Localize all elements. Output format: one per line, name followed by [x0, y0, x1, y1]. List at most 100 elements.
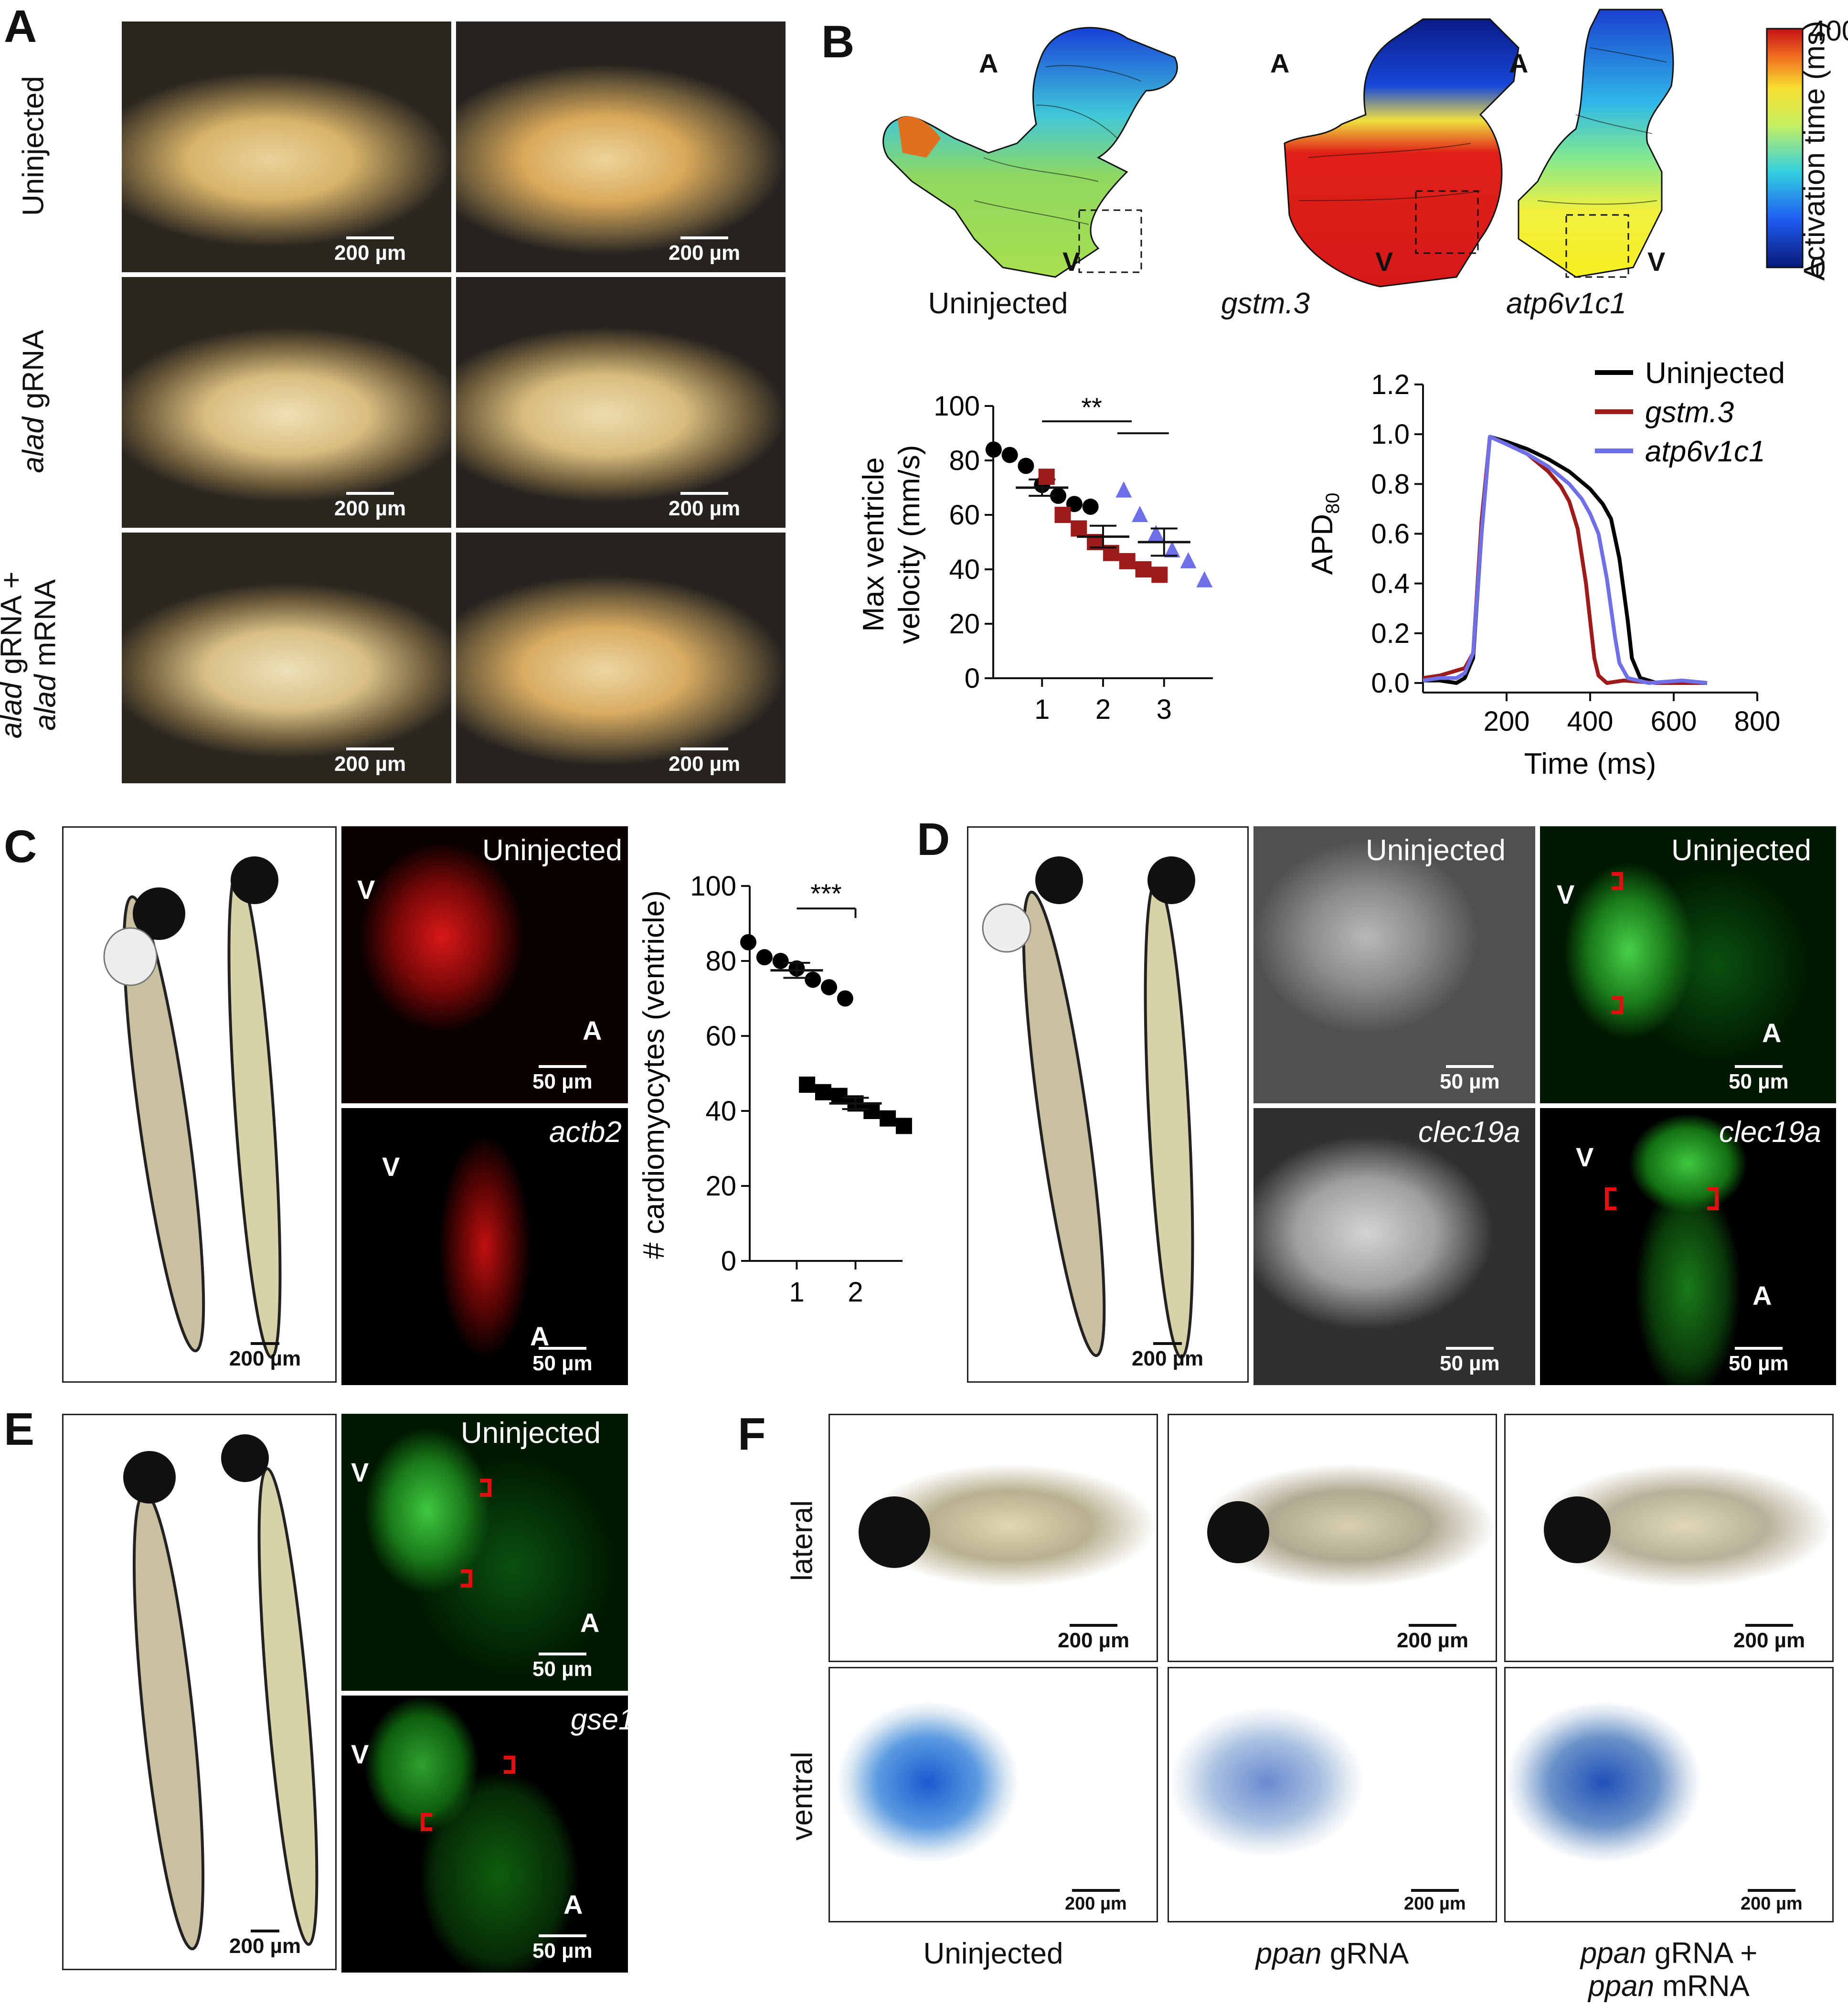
x-tick-label: 2: [1095, 694, 1111, 725]
y-tick-label: 0: [965, 663, 980, 694]
panel-label-f: F: [738, 1408, 766, 1460]
data-point: [863, 1103, 880, 1119]
data-point: [880, 1110, 896, 1127]
series-line-1: [1423, 435, 1707, 685]
y-tick-label: 0.8: [1371, 469, 1410, 500]
data-point: [805, 971, 821, 988]
x-tick-label: 400: [1567, 706, 1614, 737]
data-point: [1147, 524, 1164, 541]
scale-bar-c-heart-2: 50 µm: [532, 1347, 593, 1376]
scale-bar-f-4: 200 µm: [1065, 1889, 1127, 1914]
larvae-drawing-c: [103, 856, 282, 1359]
map1-atrium-marker: A: [979, 48, 998, 78]
y-tick-label: 1.0: [1371, 419, 1410, 450]
d-label-clec19a-fl: clec19a: [1719, 1116, 1821, 1149]
f-row-label-ventral: ventral: [786, 1751, 819, 1841]
c-chamber-a-1: A: [583, 1015, 602, 1046]
x-tick-label: 3: [1157, 694, 1172, 725]
significance-marker: **: [1081, 392, 1102, 422]
colorbar-min-label: 0: [1810, 251, 1826, 283]
x-tick-label: 2: [848, 1277, 863, 1308]
data-point: [837, 990, 853, 1007]
data-point: [772, 953, 789, 969]
photo-a-uninjected-lateral: [122, 21, 451, 272]
significance-marker: ***: [810, 878, 841, 908]
data-point: [895, 1118, 912, 1134]
d-label-uninjected-fl: Uninjected: [1671, 834, 1811, 867]
f-col-label-uninjected: Uninjected: [923, 1937, 1063, 1970]
data-point: [1054, 507, 1071, 523]
x-tick-label: 1: [1034, 694, 1050, 725]
y-axis-title-line1: Max ventricle: [857, 457, 890, 631]
legend-label-2: atp6v1c1: [1645, 435, 1765, 468]
e-chamber-a-1: A: [580, 1608, 600, 1638]
map2-atrium-marker: A: [1270, 48, 1290, 78]
photo-e-gse1-fluor: [341, 1696, 628, 1973]
data-point: [1132, 506, 1148, 522]
y-tick-label: 20: [949, 608, 980, 640]
colorbar-title: Activation time (ms): [1798, 21, 1831, 281]
c-chamber-a-2: A: [530, 1321, 550, 1351]
photo-f-rescue-lateral: [1504, 1414, 1834, 1662]
x-tick-label: 600: [1651, 706, 1697, 737]
photo-d-clec19a-brightfield: [1253, 1108, 1535, 1385]
photo-f-ppan-lateral: [1168, 1414, 1497, 1662]
y-tick-label: 1.2: [1371, 369, 1410, 400]
cardiomyocyte-scatter-chart: 0 20 40 60 80 100 1 2 *** # cardiomyocytes (ventr…: [637, 871, 912, 1308]
map1-caption: Uninjected: [928, 287, 1068, 320]
f-col-label-rescue: ppan gRNA + ppan mRNA: [1580, 1937, 1758, 2003]
y-tick-label: 100: [934, 391, 980, 422]
data-point: [1050, 488, 1067, 504]
map2-caption: gstm.3: [1221, 287, 1310, 320]
data-point: [1115, 481, 1132, 498]
d-chamber-a-2: A: [1752, 1280, 1772, 1311]
scale-bar-d-2: 50 µm: [1440, 1347, 1500, 1376]
data-point: [815, 1084, 831, 1100]
y-tick-label: 0.0: [1371, 668, 1410, 699]
velocity-scatter-chart: 0 20 40 60 80 100 1 2 3 ** Max ventricle velocity (…: [857, 391, 1213, 725]
x-axis-title: Time (ms): [1524, 747, 1657, 780]
data-point: [1135, 561, 1152, 577]
photo-a-alad-ventral: [456, 277, 786, 528]
y-tick-label: 60: [705, 1021, 736, 1052]
x-tick-label: 1: [789, 1277, 804, 1308]
scale-bar-d-3: 50 µm: [1729, 1065, 1789, 1094]
data-point: [1196, 571, 1213, 587]
x-tick-label: 200: [1484, 706, 1530, 737]
photo-d-clec19a-fluor: [1540, 1108, 1836, 1385]
y-tick-label: 0.2: [1371, 618, 1410, 649]
y-axis-title: APD80: [1306, 493, 1343, 575]
y-tick-label: 0: [721, 1246, 736, 1277]
d-label-clec19a-bf: clec19a: [1418, 1116, 1520, 1149]
photo-a-alad-lateral: [122, 277, 451, 528]
y-tick-label: 0.6: [1371, 519, 1410, 550]
photo-a-rescue-ventral: [456, 533, 786, 783]
d-chamber-a-1: A: [1762, 1018, 1782, 1048]
photo-d-uninjected-brightfield: [1253, 826, 1535, 1103]
y-tick-label: 0.4: [1371, 568, 1410, 599]
photo-c-actb2-heart: [341, 1108, 628, 1385]
scale-bar-a1: 200 µm: [334, 236, 406, 265]
scale-bar-d-4: 50 µm: [1729, 1347, 1789, 1376]
scale-bar-f-3: 200 µm: [1733, 1624, 1805, 1653]
e-label-gse1: gse1: [571, 1703, 635, 1736]
row-label-a-uninjected: Uninjected: [17, 76, 50, 216]
legend-label-0: Uninjected: [1645, 357, 1785, 390]
scale-bar-c-heart-1: 50 µm: [532, 1065, 593, 1094]
row-label-a-alad-grna: alad gRNA: [17, 330, 50, 473]
data-point: [985, 441, 1002, 458]
photo-e-uninjected-fluor: [341, 1414, 628, 1691]
scale-bar-a6: 200 µm: [669, 747, 740, 776]
map3-atrium-marker: A: [1509, 48, 1529, 78]
larvae-drawing-d: [982, 856, 1195, 1359]
scale-bar-a4: 200 µm: [669, 492, 740, 521]
y-tick-label: 20: [705, 1171, 736, 1202]
apd-line-chart: 0.0 0.2 0.4 0.6 0.8 1.0 1.2 200 400 600 800 Time (m…: [1306, 357, 1785, 780]
scale-bar-e-1: 50 µm: [532, 1653, 593, 1681]
data-point: [740, 934, 757, 950]
y-tick-label: 40: [949, 554, 980, 585]
scale-bar-c-whole: 200 µm: [229, 1342, 301, 1371]
scale-bar-d-whole: 200 µm: [1132, 1342, 1203, 1371]
data-point: [1001, 447, 1018, 463]
data-point: [1180, 552, 1197, 568]
